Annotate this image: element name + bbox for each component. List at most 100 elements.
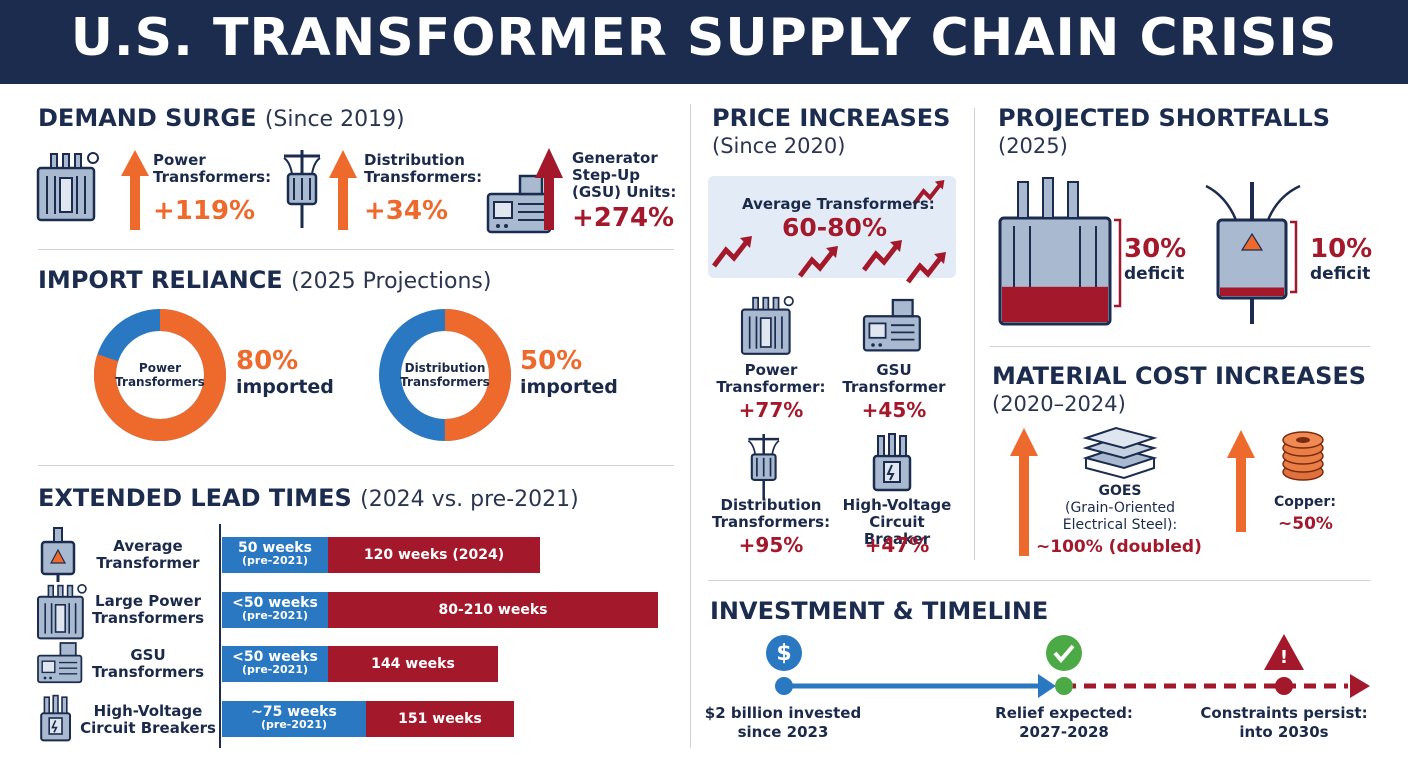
- price-gsu-value: +45%: [861, 398, 927, 422]
- power-transformer-icon: [36, 151, 100, 222]
- label-line: since 2023: [737, 723, 829, 741]
- bar-label: 151 weeks: [398, 711, 482, 727]
- power-transformer-icon: [740, 295, 795, 355]
- check-icon: [1046, 635, 1082, 671]
- dollar-symbol: $: [776, 641, 792, 666]
- large-power-transformer-icon: [36, 583, 88, 640]
- demand-distribution-label: Distribution Transformers:: [364, 152, 482, 186]
- title-banner: U.S. TRANSFORMER SUPPLY CHAIN CRISIS: [0, 0, 1408, 84]
- goes-desc: (Grain-Oriented: [1065, 500, 1175, 516]
- label-line: GSU: [130, 646, 166, 664]
- gsu-transformer-icon: [862, 298, 921, 352]
- copper-coil-icon: [1282, 431, 1324, 481]
- lead-subheading: (2024 vs. pre-2021): [360, 487, 579, 512]
- lead-row-label: Large Power Transformers: [82, 593, 214, 627]
- price-power-value: +77%: [738, 398, 804, 422]
- import-subheading: (2025 Projections): [291, 269, 492, 294]
- demand-heading: DEMAND SURGE (Since 2019): [38, 104, 405, 132]
- timeline-arrowhead-blue: [1038, 674, 1056, 698]
- price-heading: PRICE INCREASES: [712, 104, 951, 132]
- copper-label: Copper:: [1274, 494, 1336, 510]
- label-line: Transformers: [115, 375, 205, 389]
- label-line: Circuit Breaker: [863, 513, 931, 548]
- bar-label: 120 weeks (2024): [363, 547, 505, 563]
- goes-desc: Electrical Steel):: [1062, 517, 1178, 533]
- lead-pre-bar: ~75 weeks (pre-2021): [222, 701, 366, 737]
- label-line: Transformer: [96, 554, 200, 572]
- label-line: into 2030s: [1239, 723, 1329, 741]
- label-line: $2 billion invested: [704, 704, 862, 722]
- lead-now-bar: 80-210 weeks: [328, 592, 658, 628]
- label-line: Constraints persist:: [1200, 704, 1368, 722]
- orange-up-arrow-icon: [329, 150, 357, 230]
- price-power-label: Power Transformer:: [712, 362, 830, 396]
- lead-heading-text: EXTENDED LEAD TIMES: [38, 484, 352, 512]
- bar-sublabel: (pre-2021): [242, 554, 308, 567]
- price-average-label: Average Transformers:: [742, 195, 935, 213]
- distribution-transformer-icon: [282, 148, 322, 230]
- bar-label: 80-210 weeks: [438, 602, 548, 618]
- bar-label: <50 weeks: [232, 649, 318, 665]
- label-line: GSU: [876, 361, 912, 379]
- timeline-node-2: [1055, 677, 1073, 695]
- lead-axis: [219, 524, 221, 748]
- average-transformer-icon: [40, 526, 76, 584]
- divider-timeline: [708, 580, 1370, 581]
- large-transformer-deficit-icon: [998, 177, 1122, 326]
- bar-sublabel: (pre-2021): [242, 663, 308, 676]
- goes-label: GOES (Grain-Oriented Electrical Steel):: [1040, 483, 1200, 534]
- demand-distribution-value: +34%: [364, 196, 449, 226]
- shortfall1-label: deficit: [1124, 264, 1185, 284]
- gsu-unit-icon: [486, 174, 552, 234]
- power-import-pct: 80%: [236, 346, 299, 376]
- donut2-center-label: Distribution Transformers: [390, 361, 500, 389]
- timeline-point-1: $2 billion invested since 2023: [690, 704, 876, 742]
- timeline-node-1: [775, 677, 793, 695]
- timeline-point-2: Relief expected: 2027-2028: [970, 704, 1158, 742]
- goes-arrow-icon: [1010, 428, 1038, 556]
- lead-row-label: Average Transformer: [82, 538, 214, 572]
- goes-value: ~100% (doubled): [1036, 537, 1202, 557]
- label-line: Power: [744, 361, 798, 379]
- price-gsu-label: GSU Transformer: [834, 362, 954, 396]
- dollar-icon: [766, 635, 802, 671]
- distribution-transformer-deficit-icon: [1205, 182, 1301, 324]
- label-line: Transformers:: [153, 168, 272, 186]
- distribution-import-donut: [379, 309, 511, 441]
- bar-sublabel: (pre-2021): [261, 718, 327, 731]
- gsu-transformer-icon: [37, 642, 83, 684]
- shortfall2-pct: 10%: [1310, 234, 1373, 264]
- lead-now-bar: 151 weeks: [366, 701, 514, 737]
- label-line: Transformers: [91, 663, 205, 681]
- label-line: Generator: [572, 149, 658, 167]
- label-line: Transformer:: [716, 378, 826, 396]
- warning-symbol: !: [1279, 647, 1289, 668]
- label-line: Transformer: [842, 378, 946, 396]
- divider-demand: [38, 249, 674, 250]
- timeline-point-3: Constraints persist: into 2030s: [1190, 704, 1378, 742]
- distribution-import-label: imported: [520, 376, 618, 398]
- label-line: Power: [153, 151, 206, 169]
- divider-shortfall: [990, 346, 1370, 347]
- label-line: Transformers: [91, 609, 205, 627]
- demand-power-label: Power Transformers:: [153, 152, 271, 186]
- price-breaker-label: High-Voltage Circuit Breaker: [834, 497, 960, 548]
- copper-arrow-icon: [1227, 430, 1255, 532]
- label-line: Step-Up: [572, 166, 641, 184]
- circuit-breaker-icon: [40, 694, 72, 742]
- power-import-label: imported: [236, 376, 334, 398]
- lead-pre-bar: 50 weeks (pre-2021): [222, 537, 328, 573]
- steel-sheets-icon: [1082, 426, 1158, 480]
- goes-name: GOES: [1098, 483, 1142, 499]
- price-subheading: (Since 2020): [712, 134, 846, 158]
- label-line: Distribution: [404, 361, 486, 375]
- lead-now-bar: 144 weeks: [328, 646, 498, 682]
- bar-label: 50 weeks: [238, 540, 312, 556]
- power-import-donut: [94, 309, 226, 441]
- price-breaker-value: +47%: [864, 533, 930, 557]
- import-heading-text: IMPORT RELIANCE: [38, 266, 283, 294]
- demand-heading-text: DEMAND SURGE: [38, 104, 257, 132]
- warning-icon: [1264, 634, 1304, 670]
- label-line: Transformers:: [364, 168, 483, 186]
